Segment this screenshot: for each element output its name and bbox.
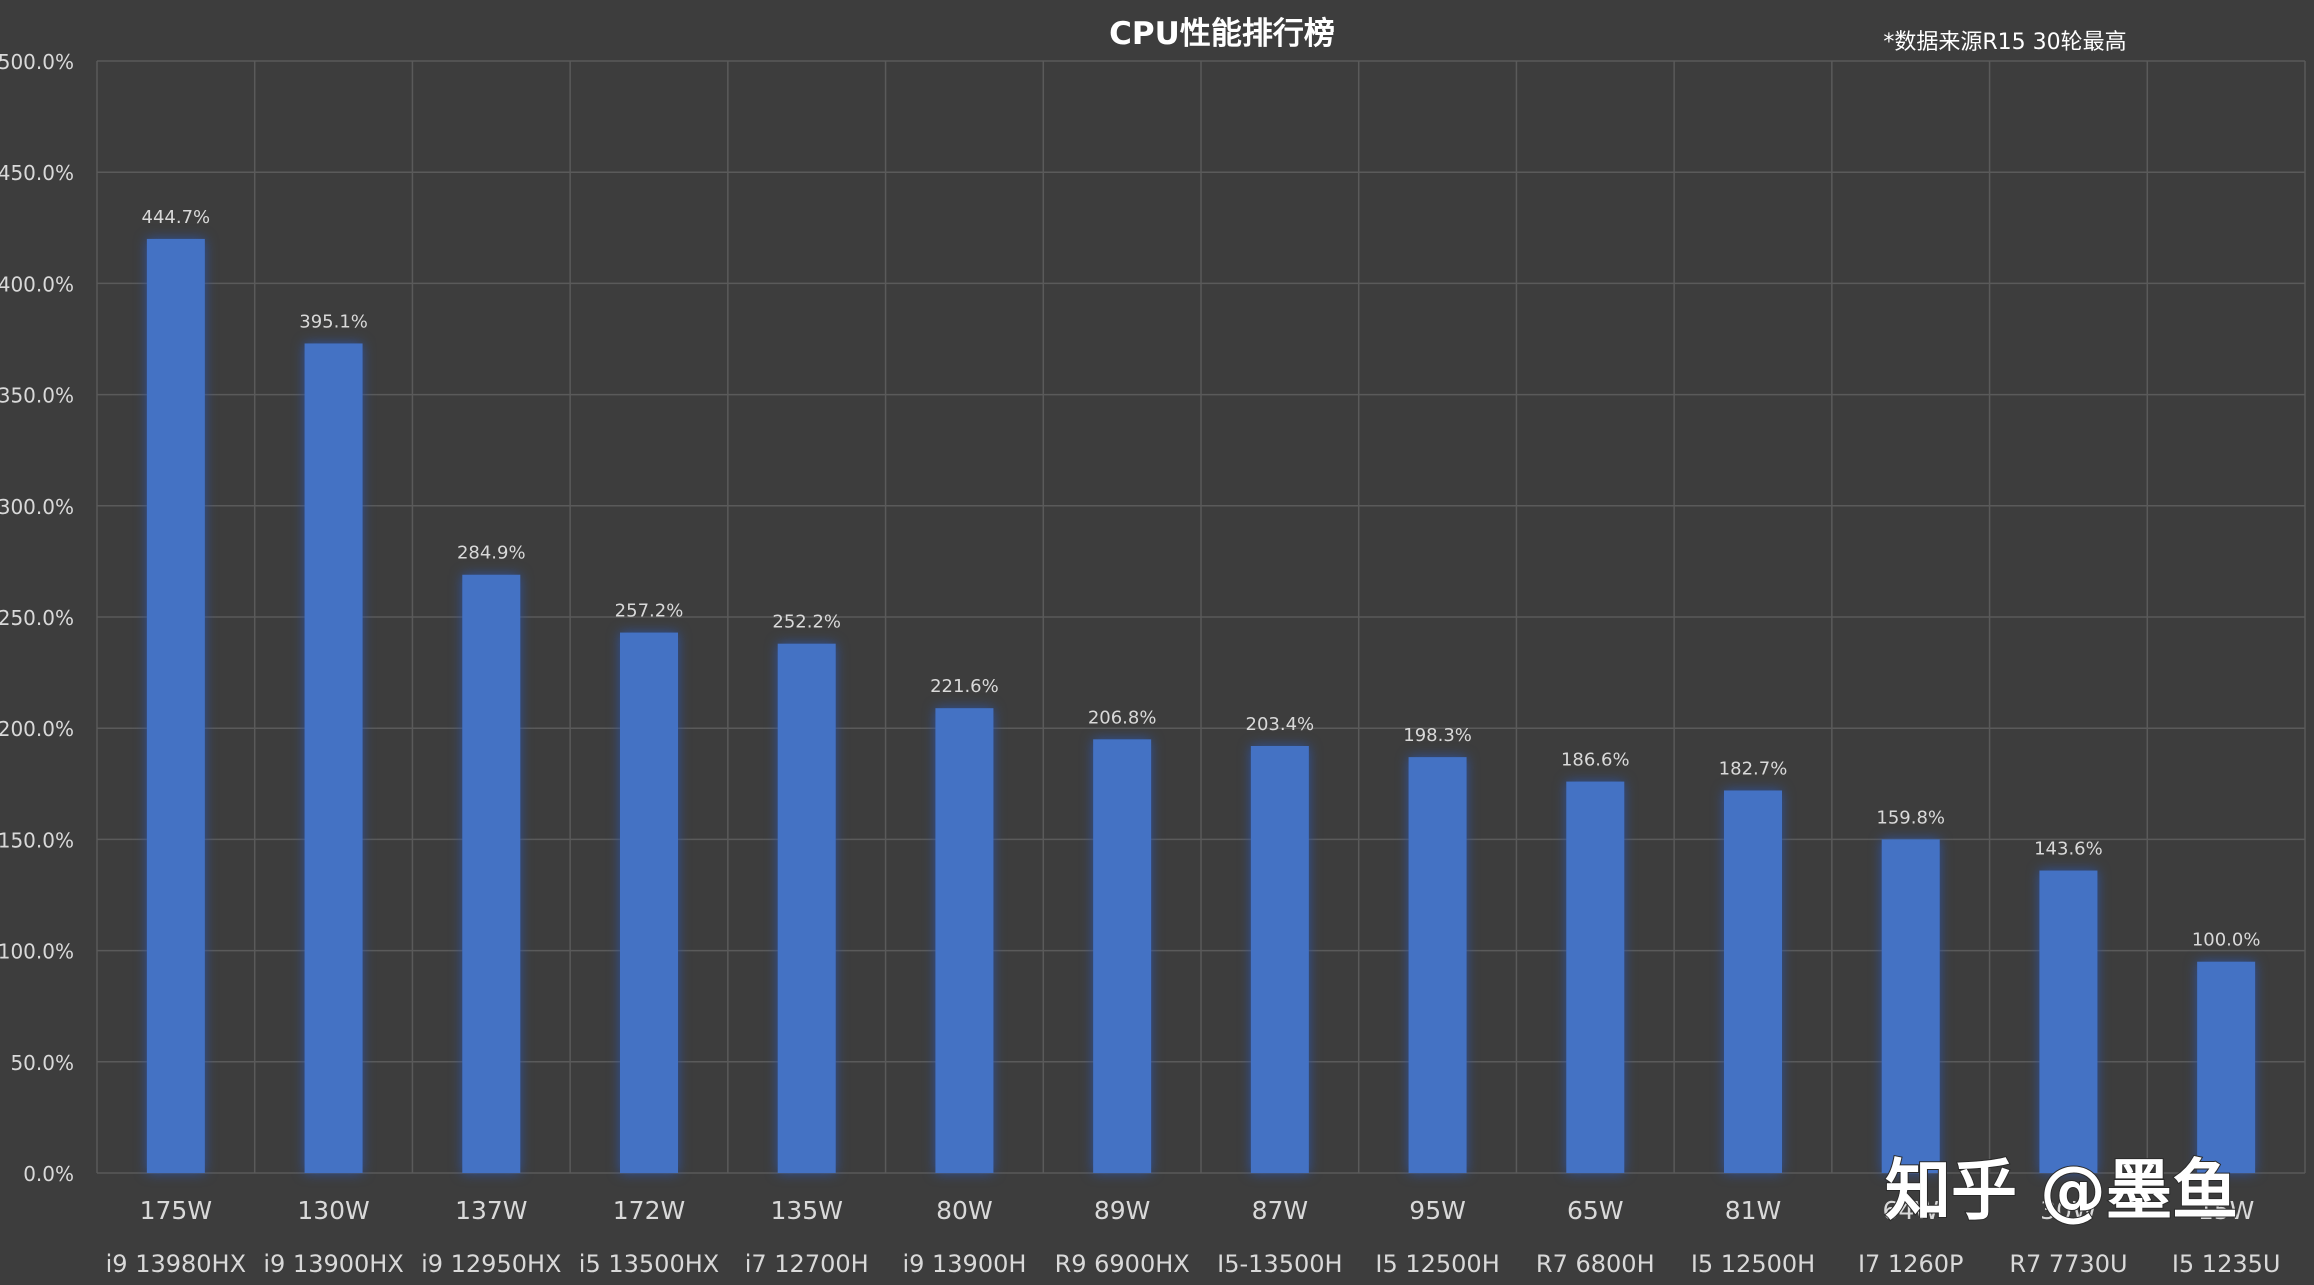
x-tick-label: I7 1260P	[1858, 1250, 1964, 1278]
watermark: 知乎 @墨鱼	[1885, 1152, 2238, 1229]
data-source-note: *数据来源R15 30轮最高	[1883, 30, 2126, 55]
bar	[146, 238, 205, 1174]
data-label: 395.1%	[299, 311, 368, 332]
x-tick-label: I5 12500H	[1691, 1250, 1815, 1278]
x-tick-label: i7 12700H	[745, 1250, 869, 1278]
power-label: 64W	[1882, 1196, 1939, 1225]
data-label: 159.8%	[1876, 807, 1945, 828]
chart-title: CPU性能排行榜	[1109, 16, 1335, 52]
power-label: 172W	[613, 1196, 685, 1225]
grid-layer	[96, 60, 2306, 1174]
data-label: 257.2%	[615, 601, 684, 622]
power-label: 89W	[1094, 1196, 1151, 1225]
y-tick-label: 400.0%	[0, 272, 74, 296]
y-tick-label: 350.0%	[0, 384, 74, 408]
bars-layer	[146, 238, 2256, 1174]
bar	[1566, 781, 1625, 1173]
bar	[935, 708, 994, 1173]
power-label: 30W	[2040, 1196, 2097, 1225]
bar	[620, 632, 678, 1173]
power-label: 95W	[1409, 1196, 1466, 1225]
y-tick-label: 100.0%	[0, 940, 74, 964]
power-label: 175W	[140, 1196, 212, 1225]
bar	[777, 643, 836, 1173]
data-label: 444.7%	[142, 207, 211, 228]
x-tick-label: I5 1235U	[2172, 1250, 2281, 1278]
data-label: 221.6%	[930, 676, 999, 697]
power-label: 135W	[770, 1196, 842, 1225]
data-label: 252.2%	[772, 612, 841, 633]
data-label: 100.0%	[2192, 930, 2261, 951]
data-label: 182.7%	[1719, 758, 1788, 779]
bar	[2197, 961, 2256, 1173]
y-tick-label: 250.0%	[0, 606, 74, 630]
x-tick-label: i9 13900H	[902, 1250, 1026, 1278]
power-label: 15W	[2198, 1196, 2255, 1225]
y-tick-label: 0.0%	[23, 1162, 74, 1186]
x-tick-label: R7 7730U	[2009, 1250, 2127, 1278]
x-tick-label: i9 13980HX	[106, 1250, 246, 1278]
x-tick-label: i9 12950HX	[421, 1250, 561, 1278]
data-label: 203.4%	[1246, 714, 1315, 735]
labels-layer: 0.0% 50.0% 100.0% 150.0% 200.0% 250.0% 300.0% 3…	[0, 50, 2280, 1278]
y-tick-label: 150.0%	[0, 828, 74, 852]
power-label: 81W	[1725, 1196, 1782, 1225]
y-tick-label: 500.0%	[0, 50, 74, 74]
x-tick-label: R7 6800H	[1536, 1250, 1655, 1278]
y-tick-label: 300.0%	[0, 495, 74, 519]
data-label: 143.6%	[2034, 839, 2103, 860]
data-label: 198.3%	[1403, 725, 1472, 746]
power-label: 137W	[455, 1196, 527, 1225]
bar	[1093, 739, 1152, 1173]
data-label: 284.9%	[457, 543, 526, 564]
x-tick-label: I5-13500H	[1217, 1250, 1342, 1278]
x-tick-label: I5 12500H	[1375, 1250, 1499, 1278]
y-tick-label: 200.0%	[0, 717, 74, 741]
y-tick-label: 50.0%	[10, 1051, 74, 1075]
power-label: 65W	[1567, 1196, 1624, 1225]
x-tick-label: i5 13500HX	[579, 1250, 719, 1278]
power-label: 80W	[936, 1196, 993, 1225]
bar	[1881, 839, 1940, 1173]
x-tick-label: R9 6900HX	[1055, 1250, 1190, 1278]
data-label: 186.6%	[1561, 750, 1630, 771]
bar	[304, 343, 363, 1173]
bar	[1408, 757, 1467, 1173]
data-label: 206.8%	[1088, 707, 1157, 728]
x-tick-label: i9 13900HX	[263, 1250, 403, 1278]
y-tick-label: 450.0%	[0, 161, 74, 185]
power-label: 87W	[1252, 1196, 1309, 1225]
bar	[2039, 870, 2098, 1173]
bar	[1724, 790, 1782, 1173]
bar	[462, 574, 521, 1173]
bar	[1250, 745, 1309, 1173]
power-label: 130W	[297, 1196, 369, 1225]
